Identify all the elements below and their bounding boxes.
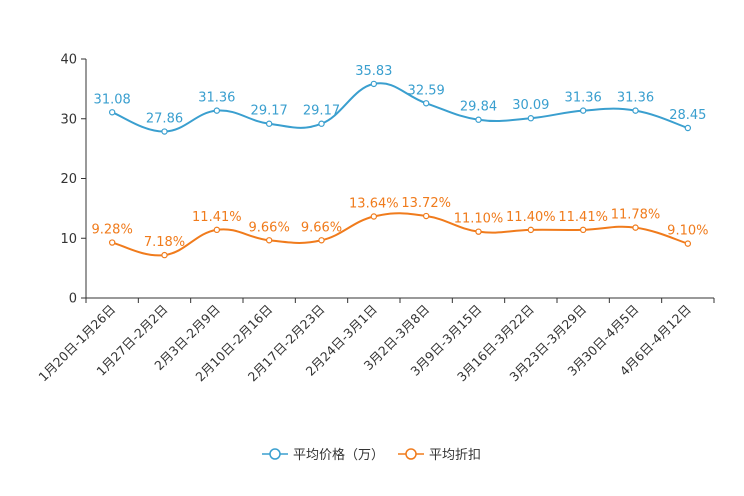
series-line: [111, 82, 689, 133]
data-label: 11.41%: [558, 210, 608, 225]
data-label: 9.10%: [667, 224, 708, 239]
y-tick-label: 20: [60, 172, 77, 187]
legend-item-1: 平均折扣: [398, 448, 481, 463]
data-label: 29.17: [251, 104, 288, 119]
data-label: 11.78%: [611, 208, 661, 223]
data-label: 31.36: [617, 91, 654, 106]
y-tick-label: 10: [60, 232, 77, 247]
data-label: 30.09: [512, 98, 549, 113]
data-point: [370, 80, 378, 88]
y-tick-label: 40: [60, 53, 77, 68]
data-point: [475, 116, 482, 123]
data-point: [370, 213, 378, 220]
data-label: 29.17: [303, 104, 340, 119]
data-point: [579, 226, 587, 234]
data-point: [318, 237, 325, 244]
data-point: [632, 224, 639, 231]
series-line: [111, 212, 689, 257]
data-point: [108, 239, 116, 246]
data-label: 32.59: [408, 83, 445, 98]
data-point: [527, 226, 535, 234]
legend-item-0: 平均价格（万）: [262, 447, 384, 463]
data-label: 11.10%: [454, 212, 504, 227]
legend-marker: [405, 448, 417, 460]
data-point: [684, 240, 692, 247]
data-point: [422, 100, 430, 107]
data-label: 31.36: [198, 91, 235, 106]
data-label: 11.40%: [506, 210, 556, 225]
data-point: [108, 109, 116, 116]
y-tick-label: 30: [60, 112, 77, 127]
data-label: 7.18%: [144, 235, 185, 250]
data-label: 29.84: [460, 100, 497, 115]
series-1: 9.28%7.18%11.41%9.66% 9.66%13.64% 13.72%11…: [92, 196, 708, 259]
series-0: 31.08 27.86 31.36 29.17 29.17 35.83 32.59 29.84…: [94, 64, 706, 135]
data-label: 28.45: [669, 108, 706, 123]
series-layer: 31.08 27.86 31.36 29.17 29.17 35.83 32.59 29.84…: [92, 64, 708, 259]
data-point: [161, 128, 168, 135]
data-point: [318, 120, 325, 127]
legend-label: 平均折扣: [429, 448, 481, 463]
data-label: 13.72%: [401, 196, 451, 211]
data-point: [161, 251, 168, 259]
data-label: 9.66%: [249, 220, 290, 235]
data-label: 35.83: [355, 64, 392, 79]
data-label: 13.64%: [349, 197, 399, 212]
data-point: [579, 107, 587, 114]
legend-label: 平均价格（万）: [293, 447, 384, 463]
data-point: [684, 124, 692, 132]
data-label: 27.86: [146, 112, 183, 127]
data-point: [265, 120, 273, 127]
data-label: 9.66%: [301, 220, 342, 235]
data-label: 31.08: [94, 92, 131, 107]
y-tick-label: 0: [69, 292, 77, 307]
data-label: 11.41%: [192, 210, 242, 225]
data-label: 31.36: [565, 91, 602, 106]
data-point: [527, 115, 535, 122]
data-point: [475, 228, 482, 235]
legend-marker: [269, 448, 281, 460]
data-point: [422, 212, 430, 220]
data-label: 9.28%: [92, 223, 133, 238]
data-point: [265, 237, 273, 244]
legend: 平均价格（万） 平均折扣: [262, 447, 481, 463]
data-point: [632, 107, 639, 114]
data-point: [213, 107, 221, 114]
data-point: [213, 226, 221, 234]
